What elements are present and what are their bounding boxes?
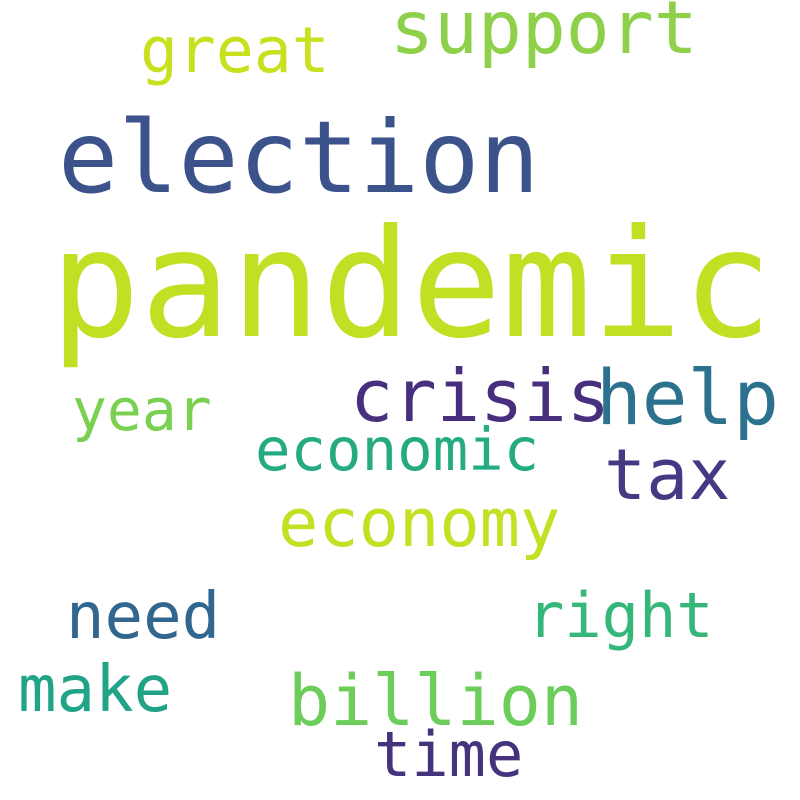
word-year: year <box>72 376 212 444</box>
word-support: support <box>390 0 698 71</box>
word-election: election <box>58 99 540 216</box>
word-pandemic: pandemic <box>50 198 773 372</box>
word-great: great <box>140 14 330 87</box>
word-crisis: crisis <box>350 354 611 438</box>
word-make: make <box>18 653 173 727</box>
word-tax: tax <box>604 434 731 516</box>
word-right: right <box>527 579 714 652</box>
word-need: need <box>66 580 221 654</box>
word-time: time <box>374 718 524 791</box>
word-economy: economy <box>278 484 561 562</box>
word-billion: billion <box>288 660 584 742</box>
word-help: help <box>596 353 780 442</box>
word-economic: economic <box>255 415 540 484</box>
